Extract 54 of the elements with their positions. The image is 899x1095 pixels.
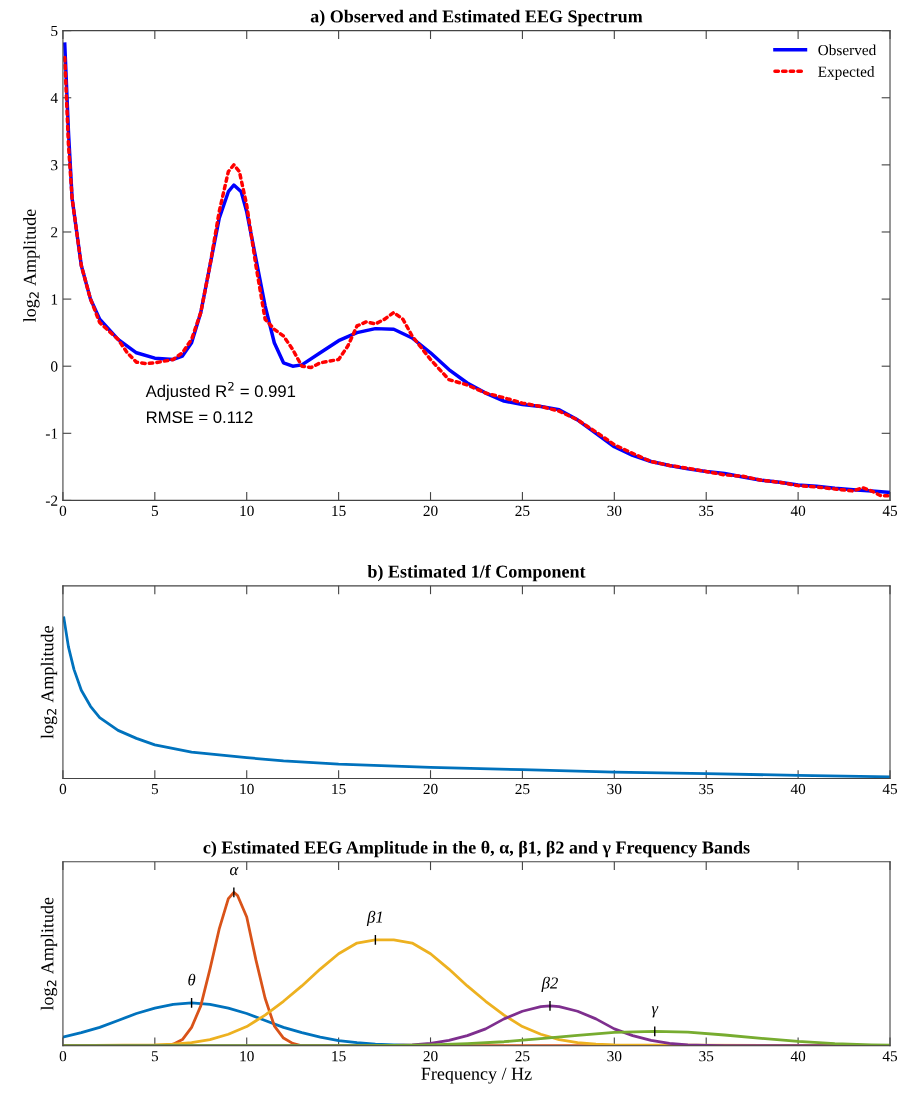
x-tick-label: 45 [882,1051,898,1062]
y-tick-label: -1 [45,428,58,439]
x-tick-label: 15 [332,783,346,795]
x-tick-label: 20 [423,783,438,795]
x-tick-label: 35 [699,505,714,517]
series-label: γ [651,1006,659,1018]
x-tick-label: 10 [240,783,254,795]
x-tick-label: 0 [59,505,67,517]
series-label: β1 [366,910,382,927]
x-tick-label: 45 [882,783,898,795]
x-axis-title: Frequency / Hz [421,1067,532,1084]
y-axis-title: log$_{2}$ Amplitude [40,897,58,1011]
y-axis-title: log$_{2}$ Amplitude [40,626,58,739]
x-tick-label: 5 [151,505,159,517]
y-tick-label: 4 [50,93,58,104]
x-tick-label: 10 [240,1051,254,1062]
annotation: Adjusted R$^{2}$ = 0.991 [145,381,296,401]
y-tick-label: 5 [51,25,58,37]
x-tick-label: 15 [332,1051,346,1062]
x-tick-label: 5 [151,784,159,795]
x-tick-label: 45 [882,505,898,517]
y-tick-label: 1 [51,294,58,305]
x-tick-label: 25 [515,783,530,795]
series-label: α [229,867,239,876]
x-tick-label: 0 [59,1051,67,1062]
y-axis-title: log$_{2}$ Amplitude [23,209,40,322]
x-tick-label: 10 [240,505,254,517]
y-tick-label: -2 [45,495,58,506]
legend-label: Expected [818,66,875,80]
series-label: β2 [541,976,558,992]
y-tick-label: 0 [51,361,58,372]
x-tick-label: 35 [699,1051,714,1062]
x-tick-label: 30 [607,783,622,795]
chart-title: b) Estimated 1/f Component [367,564,586,582]
x-tick-label: 0 [59,783,67,795]
series-label: θ [188,973,196,986]
x-tick-label: 30 [607,505,622,517]
x-tick-label: 40 [790,783,806,795]
annotation: RMSE = 0.112 [147,411,253,424]
x-tick-label: 20 [423,505,438,517]
x-tick-label: 5 [151,1051,159,1062]
x-tick-label: 35 [699,783,714,795]
x-tick-label: 30 [607,1051,622,1062]
x-tick-label: 25 [515,505,530,517]
x-tick-label: 40 [790,1051,806,1062]
y-tick-label: 2 [51,227,58,238]
x-tick-label: 20 [423,1051,438,1062]
y-tick-label: 3 [51,160,58,171]
chart-title: c) Estimated EEG Amplitude in the θ, α, β1, β2 and γ Frequency Bands [203,840,750,858]
x-tick-label: 40 [790,505,806,517]
x-tick-label: 25 [515,1051,530,1062]
chart-title: a) Observed and Estimated EEG Spectrum [310,9,643,27]
legend-label: Observed [818,44,877,56]
x-tick-label: 15 [332,505,346,517]
